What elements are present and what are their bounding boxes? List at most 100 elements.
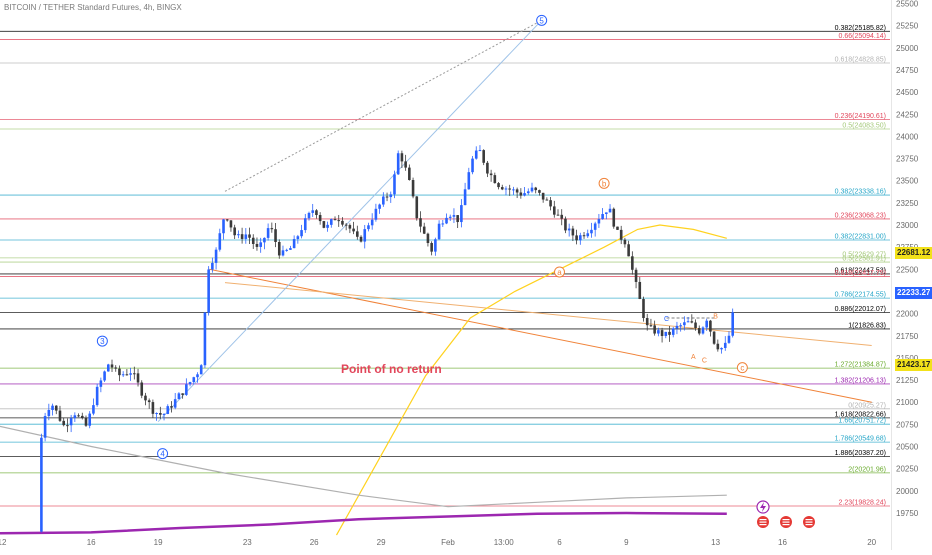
candle-up — [460, 205, 463, 223]
yellow-moving-average — [335, 224, 727, 536]
flag-icon — [803, 516, 815, 528]
y-tick-label: 25250 — [896, 22, 919, 31]
candle-down — [534, 187, 538, 191]
candle-up — [463, 189, 467, 206]
candle-down — [58, 410, 62, 421]
candle-up — [237, 234, 240, 236]
fib-level-label: 2(20201.96) — [848, 466, 886, 473]
y-tick-label: 22500 — [896, 265, 919, 274]
candle-down — [716, 343, 720, 350]
candle-down — [638, 281, 642, 299]
candle-down — [144, 395, 147, 401]
candle-down — [318, 215, 322, 222]
candle-up — [40, 437, 43, 532]
wave-label-text: B — [713, 313, 718, 320]
candle-down — [571, 228, 575, 236]
candle-down — [515, 189, 519, 193]
wave-label-circle — [598, 177, 610, 189]
candle-up — [452, 215, 456, 217]
x-tick-label: 29 — [377, 538, 386, 547]
y-tick-label: 20250 — [896, 465, 919, 474]
candle-up — [222, 219, 225, 234]
candle-up — [597, 219, 601, 224]
candle-up — [731, 312, 734, 336]
candle-down — [170, 406, 173, 408]
candle-down — [77, 415, 80, 417]
y-tick-label: 20500 — [896, 443, 919, 452]
candle-down — [697, 328, 701, 334]
y-tick-label: 23000 — [896, 221, 919, 230]
flag-icon — [757, 516, 769, 528]
candle-down — [408, 167, 411, 181]
candle-down — [623, 239, 627, 245]
fib-level-label: 1.786(20549.68) — [835, 436, 886, 443]
y-tick-label: 20000 — [896, 487, 919, 496]
candle-down — [645, 318, 649, 326]
price-tag-last-price: 22233.27 — [895, 286, 932, 299]
candle-down — [426, 233, 430, 244]
candle-up — [567, 228, 571, 231]
candle-up — [300, 230, 303, 237]
x-tick-label: 23 — [243, 538, 252, 547]
candle-up — [196, 374, 199, 378]
candle-down — [359, 236, 363, 242]
candle-up — [103, 371, 106, 381]
fib-level-label: 1.66(20751.72) — [839, 418, 886, 425]
candle-down — [80, 415, 84, 418]
x-tick-label: Feb — [441, 538, 455, 547]
candle-down — [151, 402, 155, 414]
candle-up — [303, 218, 307, 231]
candle-up — [292, 239, 296, 249]
candle-up — [586, 233, 590, 237]
fib-level-label: 0.5(24083.50) — [842, 123, 886, 130]
x-tick-label: 16 — [778, 538, 787, 547]
price-axis[interactable]: 19750 20000 20250 20500 20750 21000 21250 21500… — [891, 0, 932, 550]
candle-up — [526, 191, 530, 194]
candle-up — [701, 327, 705, 334]
candle-up — [296, 236, 300, 240]
candle-down — [582, 235, 586, 237]
candle-down — [430, 243, 433, 252]
candle-up — [675, 325, 679, 329]
x-tick-label: 12 — [0, 538, 7, 547]
fib-level-label: 0.618(22417.75) — [835, 270, 886, 277]
candle-up — [266, 228, 270, 238]
candle-up — [374, 208, 378, 220]
price-axis-ticks: 19750 20000 20250 20500 20750 21000 21250 21500… — [896, 0, 919, 518]
candle-up — [285, 249, 288, 251]
y-tick-label: 22000 — [896, 310, 919, 319]
candle-up — [608, 208, 612, 213]
fib-level-label: 0.618(22447.53) — [835, 267, 886, 274]
candle-down — [125, 374, 129, 376]
candle-up — [162, 413, 166, 415]
y-tick-label: 25000 — [896, 44, 919, 53]
candle-up — [683, 322, 686, 326]
wave-label-circle — [96, 335, 108, 347]
purple-moving-average — [0, 511, 727, 535]
candle-up — [727, 335, 731, 343]
candle-up — [214, 249, 218, 263]
candle-down — [159, 413, 162, 415]
y-tick-label: 21500 — [896, 354, 919, 363]
candle-up — [363, 229, 367, 242]
candle-down — [712, 331, 716, 344]
candle-up — [173, 399, 177, 408]
wave-label-text: 3 — [100, 337, 105, 346]
y-tick-label: 23250 — [896, 199, 919, 208]
x-tick-label: 9 — [624, 538, 629, 547]
candle-up — [686, 321, 690, 323]
candle-up — [478, 150, 482, 152]
candle-down — [560, 214, 564, 219]
fib-levels: 0.382(25185.82)0.66(25094.14) 0.618(24828… — [0, 25, 890, 507]
y-tick-label: 24000 — [896, 132, 919, 141]
fib-level-label: 0.382(22831.00) — [835, 233, 886, 240]
candle-down — [538, 190, 541, 193]
wave-label-circle — [736, 362, 748, 374]
candle-up — [185, 384, 188, 395]
candle-down — [118, 368, 121, 376]
wave-label-circle — [554, 266, 565, 278]
x-tick-label: 20 — [867, 538, 876, 547]
y-tick-label: 21000 — [896, 398, 919, 407]
candle-down — [642, 298, 645, 319]
